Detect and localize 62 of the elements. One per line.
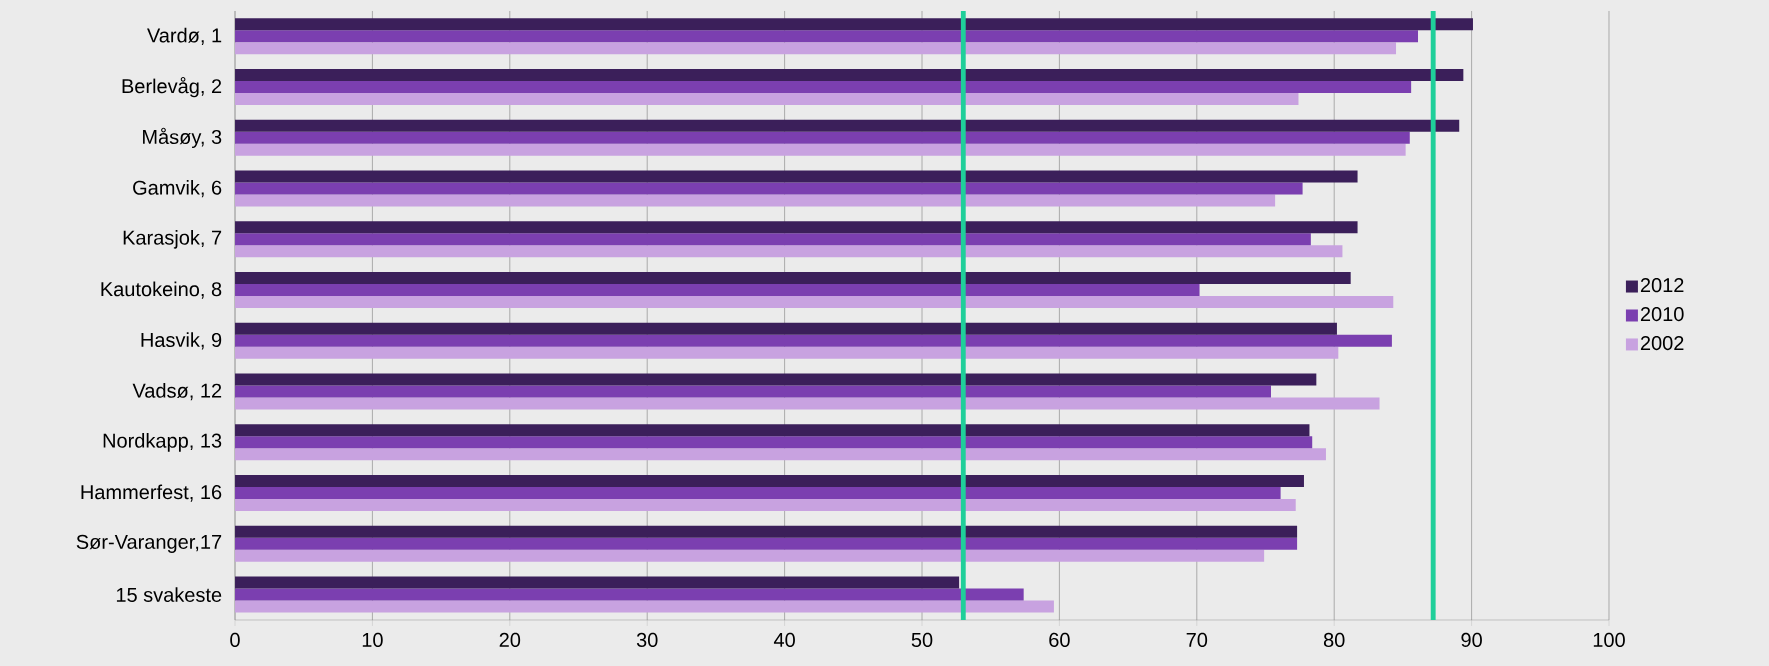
x-tick-label: 80 [1323, 632, 1345, 648]
bar [235, 537, 1298, 550]
x-tick-label: 10 [362, 632, 383, 648]
bar [235, 600, 1054, 613]
bar [235, 131, 1410, 144]
bar [235, 346, 1339, 359]
bar [235, 170, 1358, 183]
bar [235, 182, 1303, 195]
x-tick-label: 50 [911, 632, 933, 648]
bar [235, 576, 960, 589]
y-tick-label: Sør-Varanger,17 [76, 534, 222, 553]
x-tick-label: 20 [499, 632, 521, 648]
y-tick-label: Kautokeino, 8 [101, 281, 222, 299]
bar [235, 194, 1276, 207]
x-tick-label: 70 [1186, 632, 1208, 648]
bar [235, 69, 1464, 82]
x-tick-label: 90 [1461, 632, 1482, 648]
bar [235, 30, 1419, 43]
bar [235, 525, 1298, 538]
x-tick-label: 60 [1049, 632, 1070, 648]
legend-label: 2012 [1640, 278, 1684, 293]
bar [235, 245, 1343, 258]
bar [235, 93, 1299, 106]
x-tick-label: 100 [1593, 632, 1625, 648]
y-tick-label: Berlevåg, 2 [122, 76, 222, 98]
bar [235, 284, 1200, 297]
y-tick-label: 15 svakeste [116, 587, 222, 602]
bar [235, 475, 1304, 488]
bar [235, 436, 1313, 449]
bar [235, 221, 1358, 234]
y-tick-label: Karasjok, 7 [123, 230, 222, 249]
legend-label: 2002 [1640, 335, 1684, 351]
bar [235, 487, 1281, 500]
bar [235, 119, 1460, 132]
legend-label: 2010 [1640, 307, 1684, 322]
bar [235, 373, 1317, 386]
bar [235, 322, 1337, 335]
bar [235, 448, 1326, 461]
bar [235, 499, 1296, 512]
y-tick-label: Gamvik, 6 [133, 180, 222, 198]
bar [235, 42, 1397, 55]
bar [235, 272, 1351, 285]
bar [235, 334, 1392, 347]
bar [235, 296, 1394, 309]
bar [235, 143, 1406, 156]
y-tick-label: Vadsø, 12 [132, 383, 222, 401]
x-tick-label: 0 [230, 632, 240, 648]
bar [235, 233, 1311, 246]
y-tick-label: Måsøy, 3 [143, 127, 222, 149]
x-tick-label: 30 [636, 632, 658, 648]
y-tick-label: Hammerfest, 16 [81, 484, 222, 502]
bar [235, 588, 1024, 601]
bar [235, 397, 1380, 410]
x-tick-label: 40 [773, 632, 795, 648]
bar [235, 424, 1310, 437]
bar [235, 18, 1473, 31]
y-tick-label: Vardø, 1 [147, 27, 222, 45]
y-tick-label: Hasvik, 9 [141, 332, 222, 350]
bar [235, 81, 1412, 94]
bar [235, 549, 1265, 562]
bar [235, 385, 1271, 398]
y-tick-label: Nordkapp, 13 [103, 433, 222, 452]
